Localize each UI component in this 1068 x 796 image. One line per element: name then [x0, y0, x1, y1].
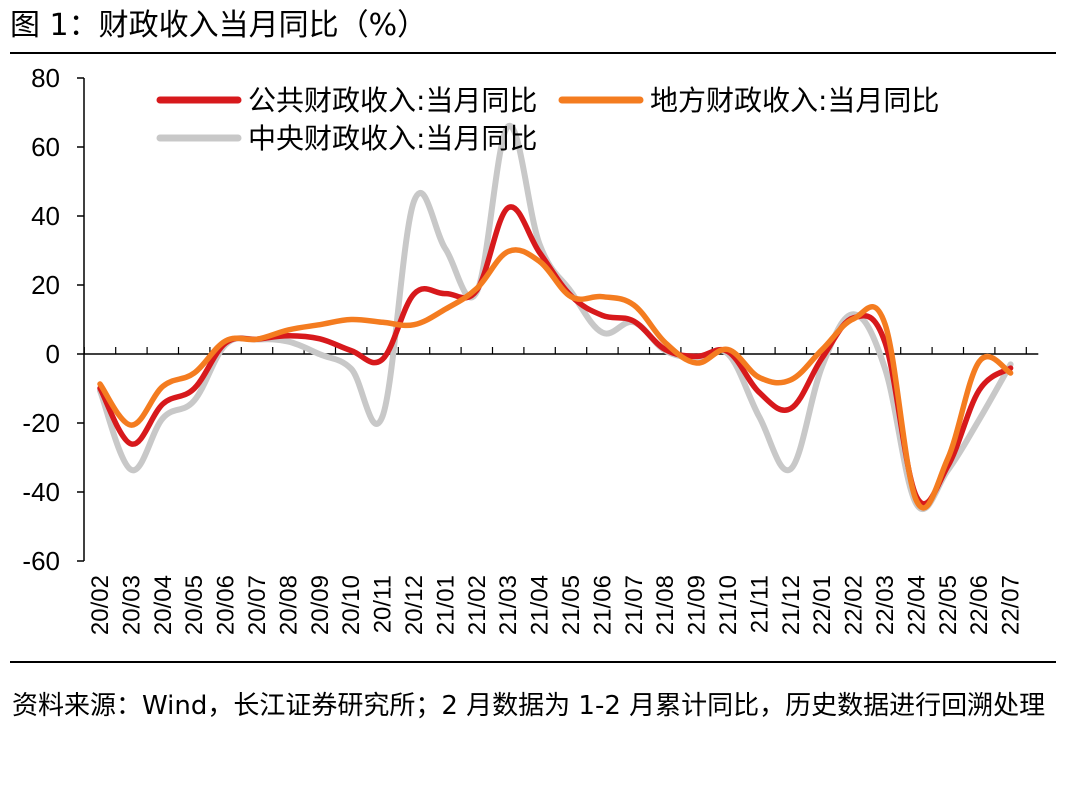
x-tick-label: 21/10 [715, 575, 742, 635]
x-tick-label: 21/06 [589, 575, 616, 635]
x-tick-label: 21/11 [746, 575, 773, 633]
x-tick-label: 20/06 [213, 575, 240, 635]
x-tick-label: 22/03 [872, 575, 899, 635]
x-tick-label: 21/04 [527, 575, 554, 635]
y-tick-label: 80 [31, 63, 60, 93]
y-tick-label: -40 [22, 477, 60, 507]
x-tick-label: 20/12 [401, 575, 428, 635]
y-tick-label: 0 [46, 339, 60, 369]
x-tick-label: 20/02 [87, 575, 114, 635]
x-tick-label: 20/07 [244, 575, 271, 635]
x-tick-label: 20/05 [181, 575, 208, 635]
x-tick-label: 21/01 [432, 575, 459, 635]
y-tick-label: 60 [31, 132, 60, 162]
y-tick-label: 20 [31, 270, 60, 300]
x-tick-label: 22/02 [841, 575, 868, 635]
series-line-public [97, 204, 1014, 507]
x-tick-label: 22/04 [903, 575, 930, 635]
x-tick-label: 21/03 [495, 575, 522, 635]
series-line-local [97, 247, 1014, 511]
x-tick-label: 21/07 [621, 575, 648, 635]
x-tick-label: 21/08 [652, 575, 679, 635]
y-tick-label: -20 [22, 408, 60, 438]
x-tick-label: 20/03 [118, 575, 145, 635]
x-tick-label: 20/04 [150, 575, 177, 635]
x-tick-label: 22/01 [809, 575, 836, 635]
x-tick-label: 21/02 [464, 575, 491, 635]
x-tick-label: 22/06 [966, 575, 993, 635]
legend-label: 中央财政收入:当月同比 [248, 122, 537, 155]
x-tick-label: 21/05 [558, 575, 585, 635]
bottom-rule [10, 661, 1056, 663]
x-tick-label: 21/12 [778, 575, 805, 635]
legend-label: 地方财政收入:当月同比 [650, 84, 939, 117]
y-tick-label: -60 [22, 546, 60, 576]
top-rule [10, 52, 1056, 54]
x-tick-label: 21/09 [684, 575, 711, 635]
y-tick-label: 40 [31, 201, 60, 231]
source-note: 资料来源：Wind，长江证券研究所；2 月数据为 1-2 月累计同比，历史数据进… [12, 691, 1046, 721]
chart-series-layer [97, 123, 1014, 512]
x-tick-label: 22/05 [935, 575, 962, 635]
figure-title: 图 1：财政收入当月同比（%） [10, 8, 428, 43]
x-tick-label: 20/09 [307, 575, 334, 635]
x-tick-label: 20/11 [370, 575, 397, 633]
x-tick-label: 20/08 [275, 575, 302, 635]
x-tick-label: 20/10 [338, 575, 365, 635]
legend-label: 公共财政收入:当月同比 [248, 84, 537, 117]
x-tick-label: 22/07 [998, 575, 1025, 635]
